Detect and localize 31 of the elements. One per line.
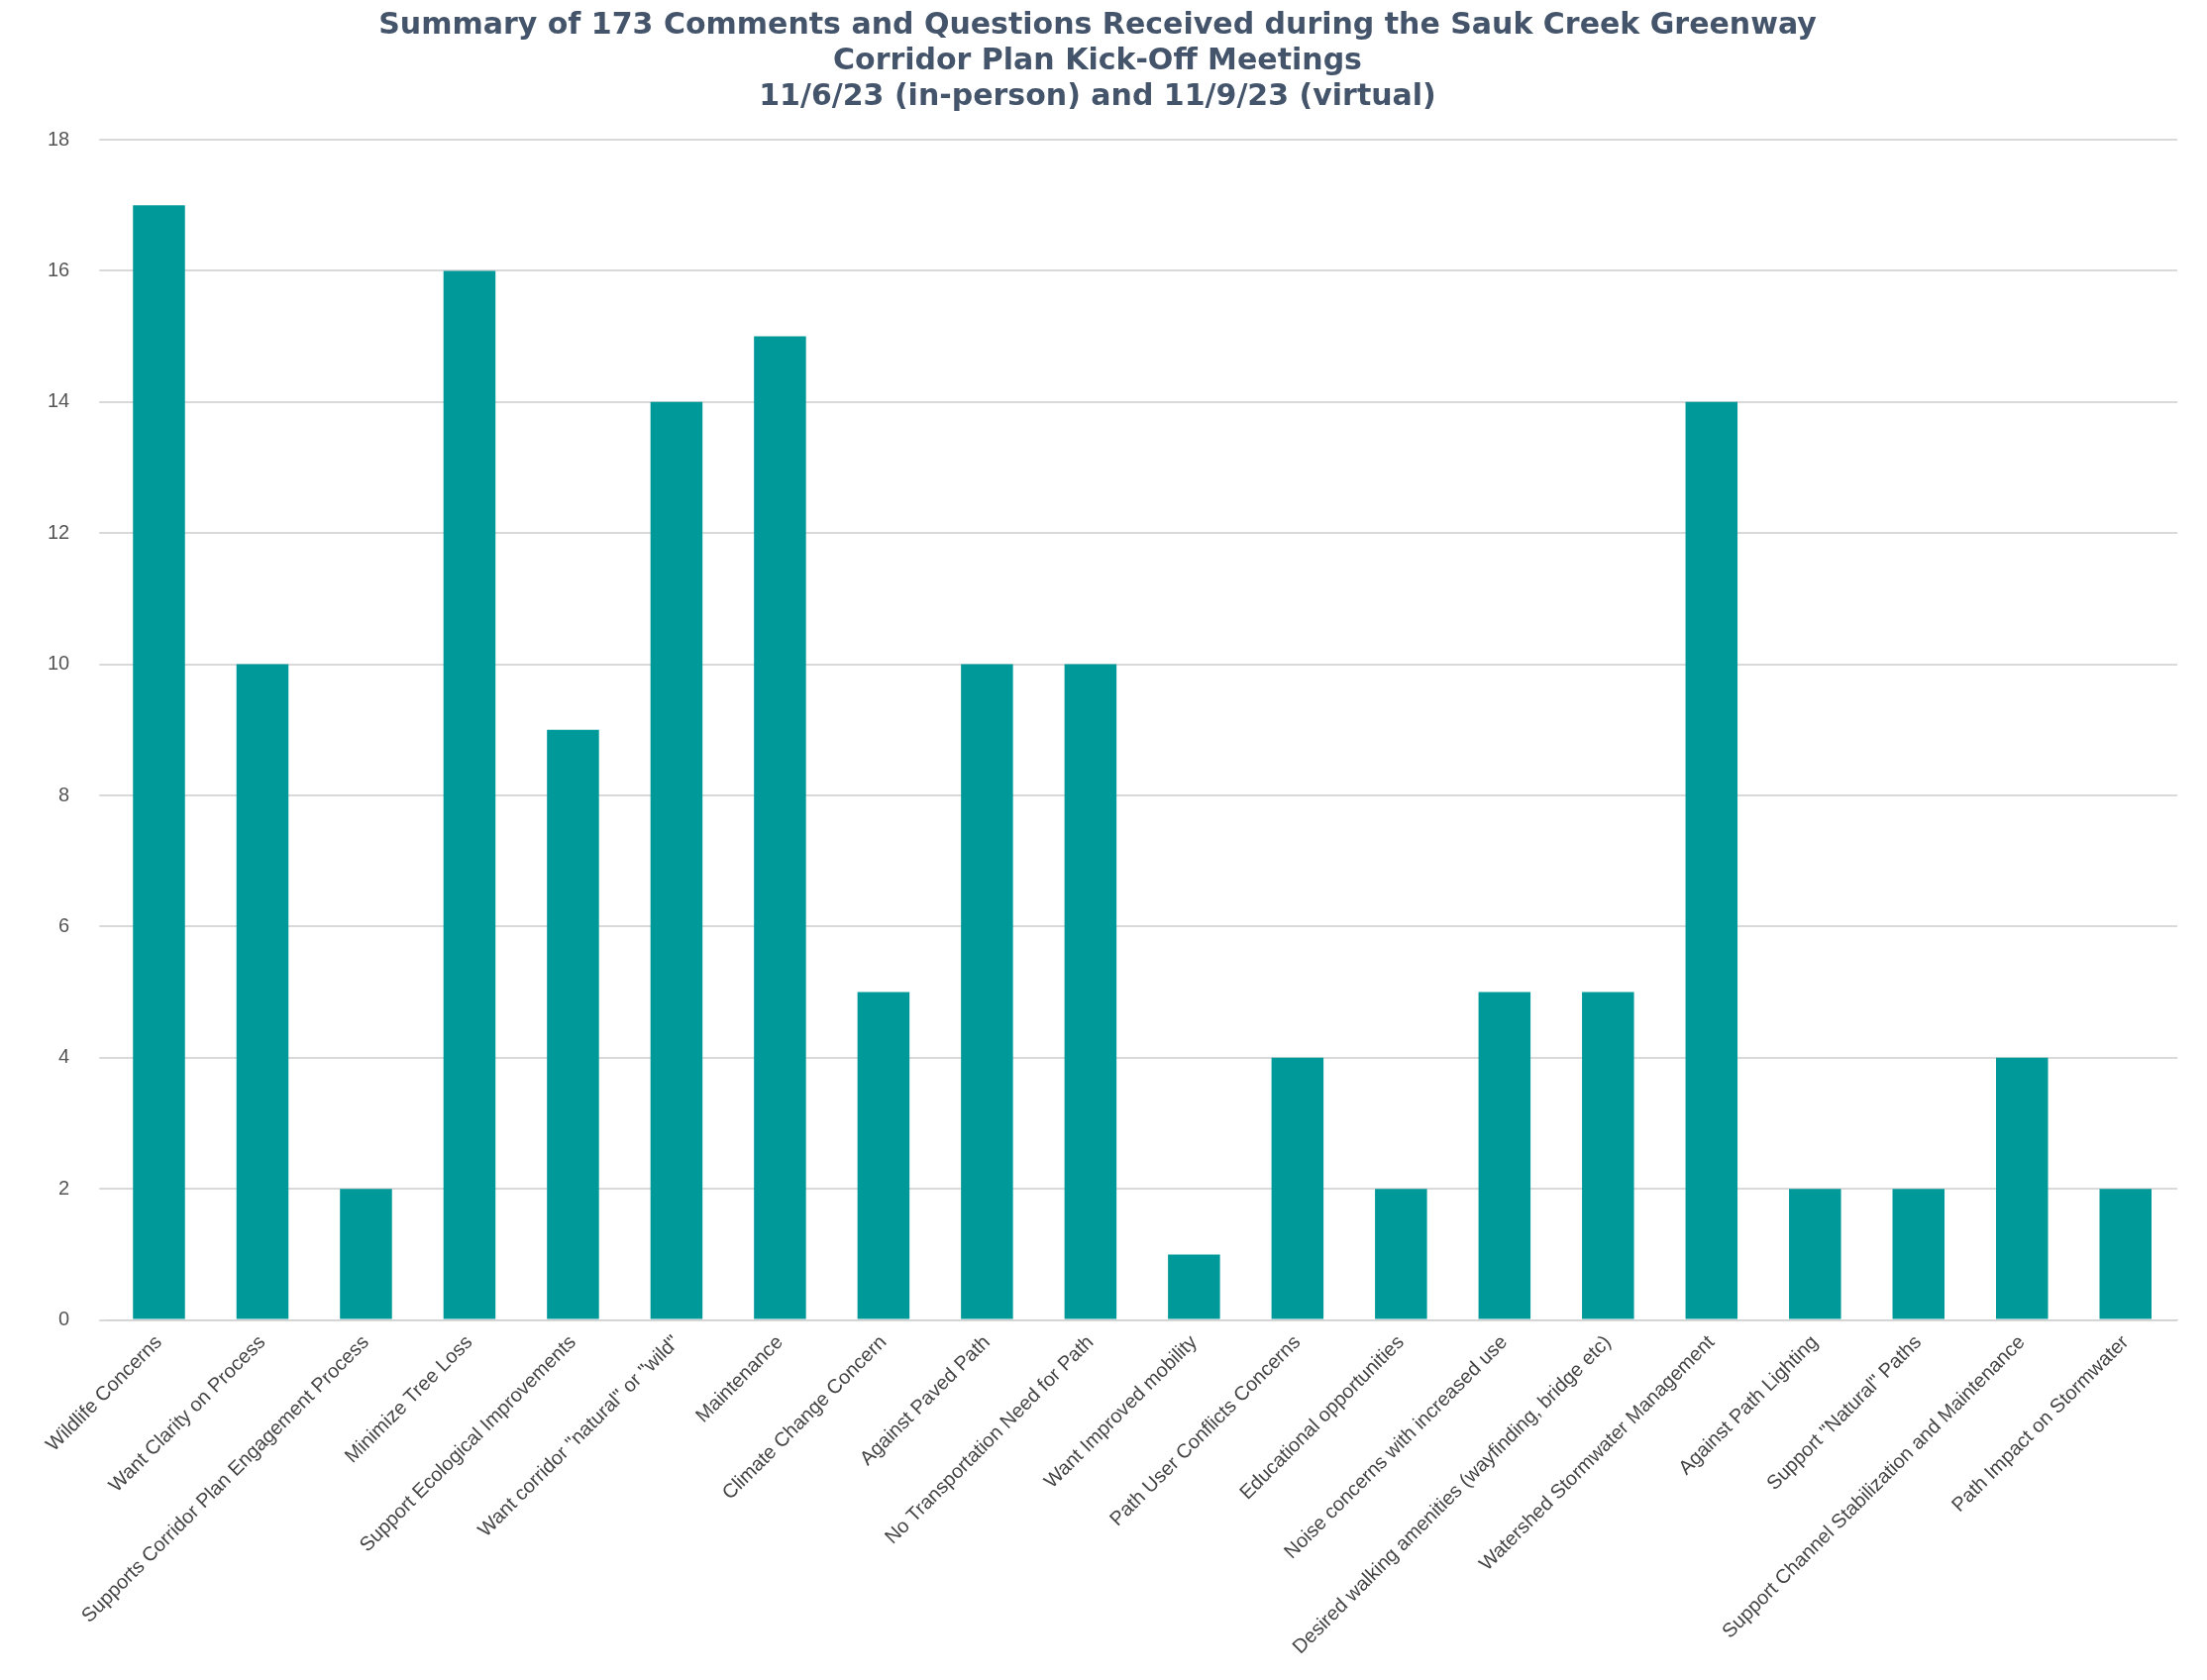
bar	[2099, 1189, 2153, 1319]
y-tick-label: 14	[48, 389, 70, 412]
y-tick-label: 6	[58, 913, 70, 936]
y-tick-label: 16	[48, 258, 70, 280]
y-tick-label: 12	[48, 520, 70, 543]
bar	[1996, 1057, 2049, 1319]
bar	[547, 729, 599, 1319]
bar	[1375, 1189, 1427, 1319]
bar	[650, 401, 703, 1319]
bar	[754, 336, 806, 1319]
y-tick-label: 0	[58, 1308, 70, 1330]
chart-title: Summary of 173 Comments and Questions Received during the Sauk Creek Greenway Corridor Plan Kick-Off Meetings 11/6/23 (in-person) and 11/9/23 (virtual)	[378, 5, 1818, 112]
bar	[1168, 1254, 1220, 1319]
y-tick-label: 10	[48, 652, 70, 675]
bar	[857, 992, 910, 1319]
y-tick-label: 18	[48, 127, 70, 150]
bar	[1064, 664, 1117, 1319]
bar	[961, 664, 1013, 1319]
y-tick-label: 2	[58, 1176, 70, 1199]
bar	[340, 1189, 392, 1319]
bar	[1582, 992, 1634, 1319]
bar	[1892, 1189, 1945, 1319]
y-tick-label: 8	[58, 783, 70, 805]
bar	[236, 664, 289, 1319]
bar	[1478, 992, 1531, 1319]
bar	[1271, 1057, 1324, 1319]
bar	[1789, 1189, 1841, 1319]
bar	[133, 205, 185, 1319]
y-tick-label: 4	[58, 1045, 70, 1068]
bar	[443, 270, 496, 1319]
bar	[1685, 401, 1738, 1319]
